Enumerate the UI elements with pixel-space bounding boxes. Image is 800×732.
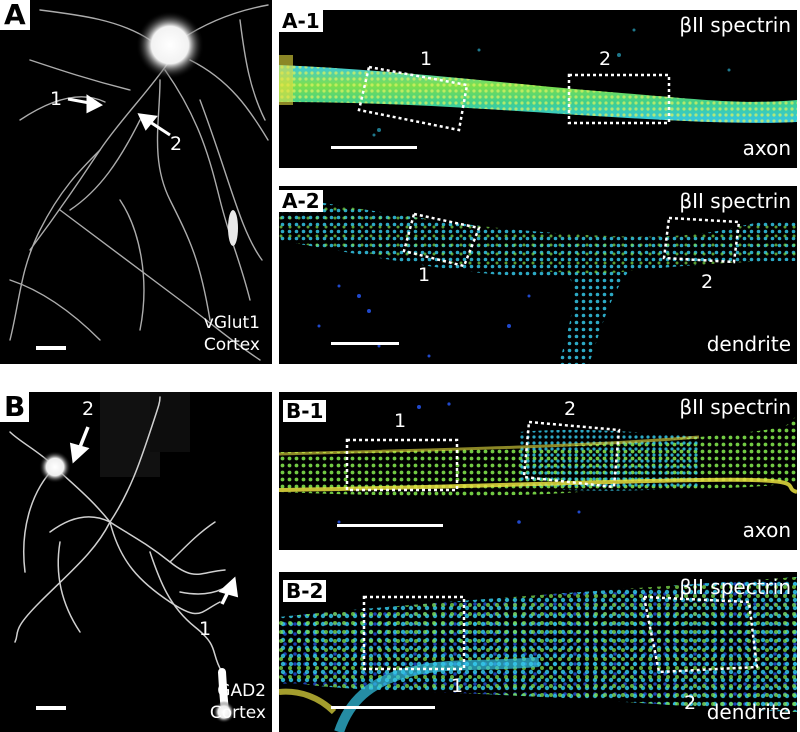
panel-b-arrow-1-label: 1	[199, 618, 212, 640]
panel-a-scale-bar	[36, 346, 66, 350]
panel-b2-label: B-2	[283, 580, 327, 602]
panel-a-image: 1 2 vGlut1 Cortex	[0, 0, 272, 364]
panel-b2-scale-bar	[331, 706, 435, 709]
panel-b1-scale-bar	[337, 524, 443, 527]
panel-b-cell-line-2: Cortex	[209, 703, 266, 723]
panel-b1-spectrin-axon	[279, 402, 797, 527]
panel-a-neuron-drawing	[9, 4, 269, 361]
panel-b2-stain-label: βII spectrin	[679, 575, 791, 599]
panel-a-label: A	[0, 0, 30, 30]
panel-a1-scale-bar	[331, 146, 417, 149]
panel-b1-box-2-label: 2	[564, 398, 577, 420]
panel-a1-label: A-1	[279, 10, 323, 32]
panel-a1-spectrin-axon	[279, 28, 797, 149]
panel-b-label: B	[0, 392, 30, 422]
panel-a1-type-label: axon	[742, 136, 791, 160]
panel-a1-box-1-label: 1	[420, 48, 433, 70]
panel-a1-stain-label: βII spectrin	[679, 13, 791, 37]
panel-b1-stain-label: βII spectrin	[679, 395, 791, 419]
panel-b-cell-type: GAD2 Cortex	[210, 680, 266, 724]
panel-a1-box-2-label: 2	[599, 48, 612, 70]
panel-b-arrow-2-label: 2	[82, 398, 95, 420]
panel-a-arrow-2-label: 2	[170, 133, 183, 155]
panel-a-cell-line-2: Cortex	[203, 335, 260, 355]
panel-a2-type-label: dendrite	[706, 332, 791, 356]
panel-a-cell-line-1: vGlut1	[203, 313, 260, 333]
panel-a-arrow-1-label: 1	[50, 88, 63, 110]
panel-b1-image: βII spectrin axon 1 2	[279, 392, 797, 550]
panel-b-scale-bar	[36, 706, 66, 710]
panel-a1-image: βII spectrin axon 1 2	[279, 10, 797, 168]
panel-b-cell-line-1: GAD2	[217, 681, 266, 701]
panel-a2-scale-bar	[331, 342, 399, 345]
panel-b-neuron-drawing	[9, 392, 239, 723]
panel-b1-label: B-1	[283, 400, 327, 422]
panel-a2-box-1-label: 1	[418, 264, 431, 286]
panel-b2-type-label: dendrite	[706, 700, 791, 724]
panel-a2-label: A-2	[279, 190, 323, 212]
panel-a2-stain-label: βII spectrin	[679, 189, 791, 213]
panel-b1-type-label: axon	[742, 518, 791, 542]
panel-b1-box-1-label: 1	[394, 410, 407, 432]
panel-b2-spectrin-dendrite	[279, 577, 797, 732]
panel-b-image: 2 1 GAD2 Cortex	[0, 392, 272, 732]
panel-b2-image: βII spectrin dendrite 1 2	[279, 572, 797, 732]
panel-b2-box-1-label: 1	[451, 675, 464, 697]
panel-a2-spectrin-dendrite	[279, 196, 797, 364]
panel-a2-image: βII spectrin dendrite 1 2	[279, 186, 797, 364]
panel-a2-box-2-label: 2	[701, 271, 714, 293]
panel-a-cell-type: vGlut1 Cortex	[204, 312, 260, 356]
panel-b2-box-2-label: 2	[684, 692, 697, 714]
